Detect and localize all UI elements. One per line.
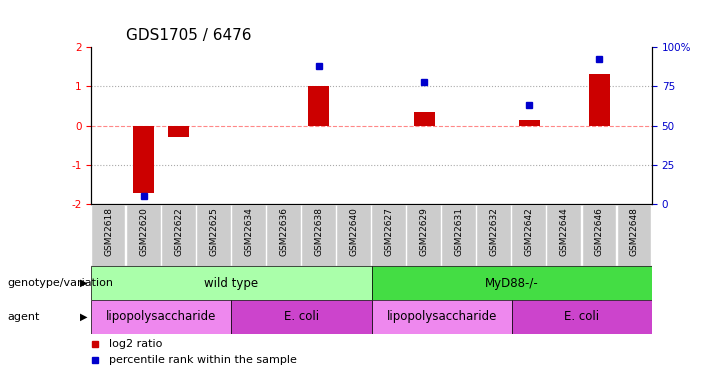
Bar <box>589 74 610 126</box>
Text: GSM22636: GSM22636 <box>280 207 288 256</box>
Text: GSM22642: GSM22642 <box>525 207 533 256</box>
Bar <box>372 300 512 334</box>
Bar <box>232 205 266 266</box>
Bar <box>168 126 189 138</box>
Bar <box>162 205 196 266</box>
Bar <box>512 205 546 266</box>
Text: genotype/variation: genotype/variation <box>7 278 113 288</box>
Text: GSM22629: GSM22629 <box>420 207 428 256</box>
Text: log2 ratio: log2 ratio <box>109 339 162 349</box>
Text: lipopolysaccharide: lipopolysaccharide <box>106 310 217 323</box>
Text: ▶: ▶ <box>80 278 88 288</box>
Bar <box>302 205 336 266</box>
Text: GSM22622: GSM22622 <box>175 207 183 256</box>
Bar <box>547 205 581 266</box>
Text: GSM22618: GSM22618 <box>104 207 113 256</box>
Text: GSM22627: GSM22627 <box>385 207 393 256</box>
Bar <box>308 86 329 126</box>
Bar <box>231 300 372 334</box>
Text: GSM22634: GSM22634 <box>245 207 253 256</box>
Bar <box>372 266 652 300</box>
Bar <box>442 205 476 266</box>
Bar <box>477 205 511 266</box>
Bar <box>519 120 540 126</box>
Bar <box>127 205 161 266</box>
Text: wild type: wild type <box>204 277 259 290</box>
Text: GSM22632: GSM22632 <box>490 207 498 256</box>
Bar <box>618 205 651 266</box>
Bar <box>133 126 154 193</box>
Text: GSM22638: GSM22638 <box>315 207 323 256</box>
Text: E. coli: E. coli <box>564 310 599 323</box>
Bar <box>407 205 441 266</box>
Text: GSM22648: GSM22648 <box>630 207 639 256</box>
Text: agent: agent <box>7 312 39 322</box>
Text: GSM22631: GSM22631 <box>455 207 463 256</box>
Bar <box>583 205 616 266</box>
Text: GDS1705 / 6476: GDS1705 / 6476 <box>126 28 252 43</box>
Text: E. coli: E. coli <box>284 310 319 323</box>
Bar <box>91 300 231 334</box>
Text: percentile rank within the sample: percentile rank within the sample <box>109 354 297 364</box>
Bar <box>267 205 301 266</box>
Text: MyD88-/-: MyD88-/- <box>485 277 538 290</box>
Bar <box>92 205 125 266</box>
Bar <box>372 205 406 266</box>
Text: ▶: ▶ <box>80 312 88 322</box>
Bar <box>414 112 435 126</box>
Text: GSM22646: GSM22646 <box>595 207 604 256</box>
Bar <box>512 300 652 334</box>
Text: GSM22640: GSM22640 <box>350 207 358 256</box>
Text: GSM22644: GSM22644 <box>560 207 569 256</box>
Bar <box>337 205 371 266</box>
Text: GSM22620: GSM22620 <box>139 207 148 256</box>
Text: GSM22625: GSM22625 <box>210 207 218 256</box>
Bar <box>91 266 372 300</box>
Text: lipopolysaccharide: lipopolysaccharide <box>386 310 497 323</box>
Bar <box>197 205 231 266</box>
